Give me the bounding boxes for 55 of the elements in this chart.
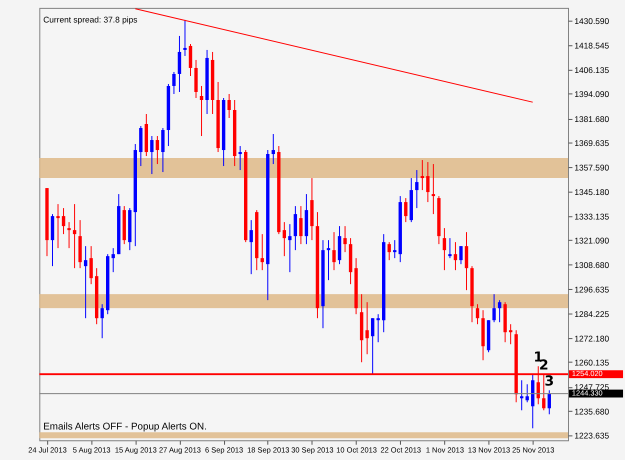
candlestick xyxy=(299,206,303,245)
candlestick xyxy=(272,134,275,165)
candlestick xyxy=(282,222,286,257)
y-tick-label: 1369.635 xyxy=(574,138,610,148)
candlestick xyxy=(238,146,242,171)
candlestick xyxy=(520,380,524,411)
y-tick-label: 1223.635 xyxy=(574,430,610,440)
y-tick-label: 1296.635 xyxy=(574,284,610,294)
candlestick xyxy=(72,204,76,269)
candlestick xyxy=(498,300,502,323)
candlestick xyxy=(426,162,430,203)
candlestick xyxy=(388,242,391,261)
candlestick xyxy=(112,248,115,273)
candlestick xyxy=(288,224,292,273)
y-tick-label: 1381.680 xyxy=(574,114,610,124)
candlestick xyxy=(84,246,88,319)
y-tick-label: 1394.090 xyxy=(574,89,610,100)
candlestick xyxy=(526,384,529,403)
candlestick xyxy=(89,246,93,285)
candlestick xyxy=(376,314,380,343)
y-tick-label: 1345.180 xyxy=(574,187,610,198)
annotation: 3 xyxy=(544,373,554,390)
candlestick xyxy=(156,136,160,165)
y-tick-label: 1333.135 xyxy=(574,211,610,222)
candlestick xyxy=(442,228,446,271)
y-tick-label: 1430.590 xyxy=(574,16,610,26)
candlestick xyxy=(508,324,512,345)
candlestick xyxy=(100,304,104,339)
candlestick xyxy=(404,198,408,223)
annotation: Emails Alerts OFF - Popup Alerts ON. xyxy=(43,421,207,432)
candlestick xyxy=(370,318,374,375)
y-tick-label: 1308.680 xyxy=(574,260,610,270)
candlestick xyxy=(150,136,154,175)
candlestick xyxy=(250,220,253,275)
y-tick-label: 1235.680 xyxy=(574,406,610,416)
y-tick-label: 1406.135 xyxy=(574,65,610,76)
candlestick xyxy=(260,234,264,271)
y-tick-label: 1357.590 xyxy=(574,162,610,172)
candlestick xyxy=(420,160,424,191)
candlestick xyxy=(393,240,396,259)
candlestick xyxy=(448,238,452,259)
candlestick xyxy=(161,128,165,173)
y-tick-label: 1321.090 xyxy=(574,235,610,246)
candlestick xyxy=(548,390,551,415)
y-tick-label: 1418.545 xyxy=(574,40,610,50)
candlestick xyxy=(227,93,231,119)
y-tick-label: 1260.135 xyxy=(574,357,610,368)
candlestick xyxy=(415,170,418,209)
candlestick xyxy=(432,164,436,215)
candlestick xyxy=(365,302,369,355)
candlestick xyxy=(492,294,496,323)
annotation: Current spread: 37.8 pips xyxy=(43,14,138,25)
y-tick-label: 1284.225 xyxy=(574,309,610,320)
candlestick xyxy=(294,206,298,251)
y-tick-label: 1272.180 xyxy=(574,333,610,344)
